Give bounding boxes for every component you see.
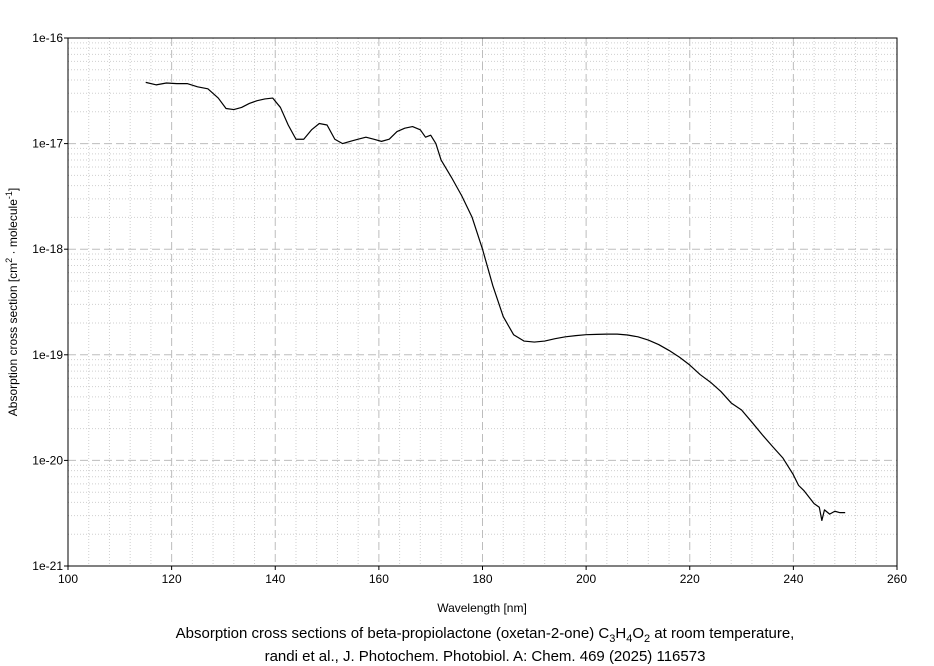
caption-sub-1: 3 — [609, 633, 615, 645]
caption-mid-2: O — [632, 625, 644, 642]
grid-layer — [68, 38, 897, 566]
x-tick-label: 240 — [783, 572, 803, 586]
x-tick-label: 220 — [680, 572, 700, 586]
x-tick-label: 260 — [887, 572, 907, 586]
tick-layer: 100 120 140 160 180 200 220 240 260 1e-21 1e-20 1e-… — [32, 31, 907, 586]
y-axis-title-prefix: Absorption cross section [cm — [6, 263, 20, 416]
y-tick-label: 1e-20 — [32, 453, 63, 467]
caption-sub-3: 2 — [644, 633, 650, 645]
x-axis-title: Wavelength [nm] — [437, 601, 527, 615]
caption-sub-2: 4 — [626, 633, 632, 645]
y-tick-label: 1e-17 — [32, 137, 63, 151]
caption-line-2: randi et al., J. Photochem. Photobiol. A… — [265, 648, 706, 665]
plot-layer — [145, 81, 846, 522]
y-tick-label: 1e-16 — [32, 31, 63, 45]
y-axis-title-suffix: ] — [6, 188, 20, 191]
y-tick-label: 1e-18 — [32, 242, 63, 256]
caption-line-1-prefix: Absorption cross sections of beta-propio… — [176, 625, 610, 642]
x-tick-label: 160 — [369, 572, 389, 586]
y-axis-title-sup1: 2 — [4, 258, 14, 263]
y-axis-title-sup2: -1 — [4, 191, 14, 199]
y-axis-title: Absorption cross section [cm2 · molecule… — [4, 188, 20, 416]
x-tick-label: 120 — [162, 572, 182, 586]
x-tick-label: 100 — [58, 572, 78, 586]
caption-line-1-suffix: at room temperature, — [650, 625, 794, 642]
x-tick-label: 180 — [472, 572, 492, 586]
y-tick-label: 1e-19 — [32, 348, 63, 362]
x-tick-label: 140 — [265, 572, 285, 586]
y-axis-title-middle: · molecule — [6, 199, 20, 258]
series-line — [145, 81, 846, 522]
x-tick-label: 200 — [576, 572, 596, 586]
caption-line-1: Absorption cross sections of beta-propio… — [176, 625, 795, 645]
y-tick-label: 1e-21 — [32, 559, 63, 573]
caption-mid-1: H — [615, 625, 626, 642]
